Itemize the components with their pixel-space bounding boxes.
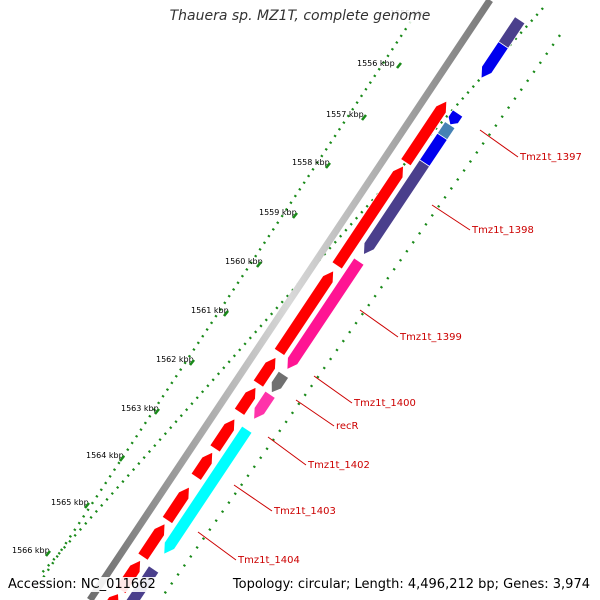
- kbp-tick-label: 1556 kbp: [357, 59, 395, 68]
- kbp-tick-label: 1559 kbp: [259, 208, 297, 217]
- forward-gene: [161, 486, 190, 525]
- forward-gene: [252, 356, 277, 388]
- kbp-tick-label: 1557 kbp: [326, 110, 364, 119]
- gene-leader-line: [233, 484, 273, 512]
- kbp-tick-mark: [44, 550, 52, 557]
- kbp-scale-dots: [33, 14, 417, 591]
- gene-leader-line: [295, 399, 335, 427]
- gene-label: Tmz1t_1403: [273, 506, 336, 517]
- gene-label: Tmz1t_1399: [399, 332, 462, 343]
- kbp-tick-mark: [118, 455, 126, 462]
- gene-leader-line: [267, 436, 307, 466]
- reverse-gene: [270, 370, 290, 394]
- kbp-tick-mark: [324, 162, 332, 169]
- kbp-tick-label: 1564 kbp: [86, 451, 124, 460]
- reverse-gene: [447, 109, 464, 126]
- kbp-tick-mark: [255, 261, 263, 268]
- kbp-tick-mark: [360, 114, 368, 121]
- forward-gene: [273, 270, 335, 357]
- forward-gene: [209, 418, 236, 453]
- kbp-tick-mark: [291, 212, 299, 219]
- gene-label: recR: [336, 421, 359, 432]
- gene-leader-line: [197, 531, 237, 561]
- forward-gene: [331, 165, 404, 270]
- accession-text: Accession: NC_011662: [8, 577, 156, 592]
- kbp-tick-mark: [395, 62, 403, 69]
- kbp-tick-mark: [188, 359, 196, 366]
- reverse-gene: [253, 390, 276, 421]
- forward-gene: [190, 451, 214, 481]
- gene-label: Tmz1t_1397: [519, 152, 582, 163]
- kbp-tick-label: 1565 kbp: [51, 498, 89, 507]
- kbp-tick-mark: [222, 310, 230, 317]
- kbp-tick-label: 1558 kbp: [292, 158, 330, 167]
- map-title: Thauera sp. MZ1T, complete genome: [150, 8, 450, 24]
- genome-backbone: [87, 0, 493, 600]
- inner-dotted-arc: [159, 34, 561, 600]
- forward-gene: [400, 100, 448, 167]
- kbp-tick-mark: [83, 502, 91, 509]
- gene-label: Tmz1t_1400: [353, 398, 416, 409]
- reverse-gene: [163, 425, 253, 555]
- genes: [106, 16, 526, 600]
- reverse-gene: [480, 41, 509, 79]
- kbp-tick-mark: [153, 408, 161, 415]
- gene-leader-line: [479, 129, 519, 158]
- forward-gene: [137, 523, 166, 561]
- kbp-tick-label: 1566 kbp: [12, 546, 50, 555]
- gene-label: Tmz1t_1398: [471, 225, 534, 236]
- gene-labels: Tmz1t_1397 Tmz1t_1398 Tmz1t_1399 Tmz1t_1400…: [197, 129, 582, 566]
- forward-gene: [233, 386, 257, 417]
- kbp-tick-label: 1562 kbp: [156, 355, 194, 364]
- reverse-gene: [363, 159, 431, 256]
- gene-leader-line: [431, 204, 471, 231]
- kbp-tick-label: 1563 kbp: [121, 404, 159, 413]
- reverse-gene: [286, 257, 365, 371]
- gene-label: Tmz1t_1402: [307, 460, 370, 471]
- forward-gene: [106, 593, 120, 600]
- gene-leader-line: [359, 309, 399, 338]
- gene-leader-line: [313, 375, 353, 404]
- kbp-tick-label: 1560 kbp: [225, 257, 263, 266]
- gene-label: Tmz1t_1404: [237, 555, 300, 566]
- topology-text: Topology: circular; Length: 4,496,212 bp…: [232, 577, 590, 592]
- kbp-tick-label: 1561 kbp: [191, 306, 229, 315]
